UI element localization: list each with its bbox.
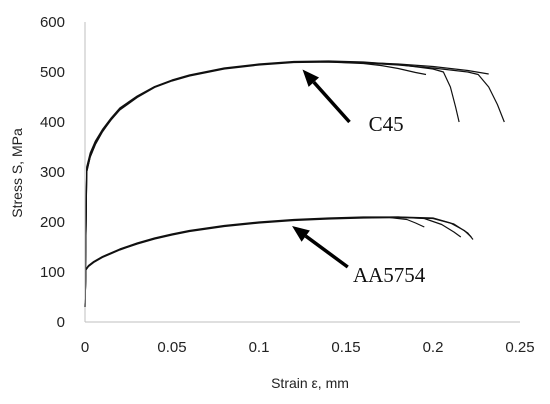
series-line-c45-2 — [84, 60, 489, 308]
annotation-label-c45: C45 — [369, 112, 404, 136]
x-tick-label: 0.2 — [423, 339, 444, 356]
x-tick-label: 0.1 — [249, 339, 270, 356]
plot-area — [84, 60, 505, 308]
x-tick-labels: 0 0.05 0.1 0.15 0.2 0.25 — [81, 339, 535, 356]
y-tick-label: 300 — [40, 164, 65, 181]
y-tick-label: 200 — [40, 214, 65, 231]
y-tick-label: 0 — [57, 314, 65, 331]
x-tick-label: 0.25 — [505, 339, 534, 356]
x-tick-label: 0.15 — [331, 339, 360, 356]
annotation-label-aa5754: AA5754 — [353, 263, 426, 287]
y-tick-labels: 0 100 200 300 400 500 600 — [40, 14, 65, 331]
arrow-c45 — [312, 81, 351, 124]
y-axis-title: Stress S, MPa — [9, 128, 25, 218]
arrow-head-aa5754 — [292, 226, 310, 242]
annotations: C45 AA5754 — [292, 69, 426, 287]
x-tick-label: 0 — [81, 339, 89, 356]
series-line-aa5754-5 — [84, 216, 462, 308]
arrow-head-c45 — [302, 69, 320, 87]
x-tick-label: 0.05 — [157, 339, 186, 356]
y-tick-label: 100 — [40, 264, 65, 281]
series-line-aa5754-7 — [84, 216, 474, 308]
series-line-c45-3 — [84, 61, 505, 308]
arrow-aa5754 — [304, 234, 349, 269]
y-tick-label: 500 — [40, 64, 65, 81]
series-line-aa5754-6 — [84, 216, 472, 308]
y-tick-label: 600 — [40, 14, 65, 31]
y-tick-label: 400 — [40, 114, 65, 131]
x-axis-title: Strain ε, mm — [271, 375, 349, 391]
